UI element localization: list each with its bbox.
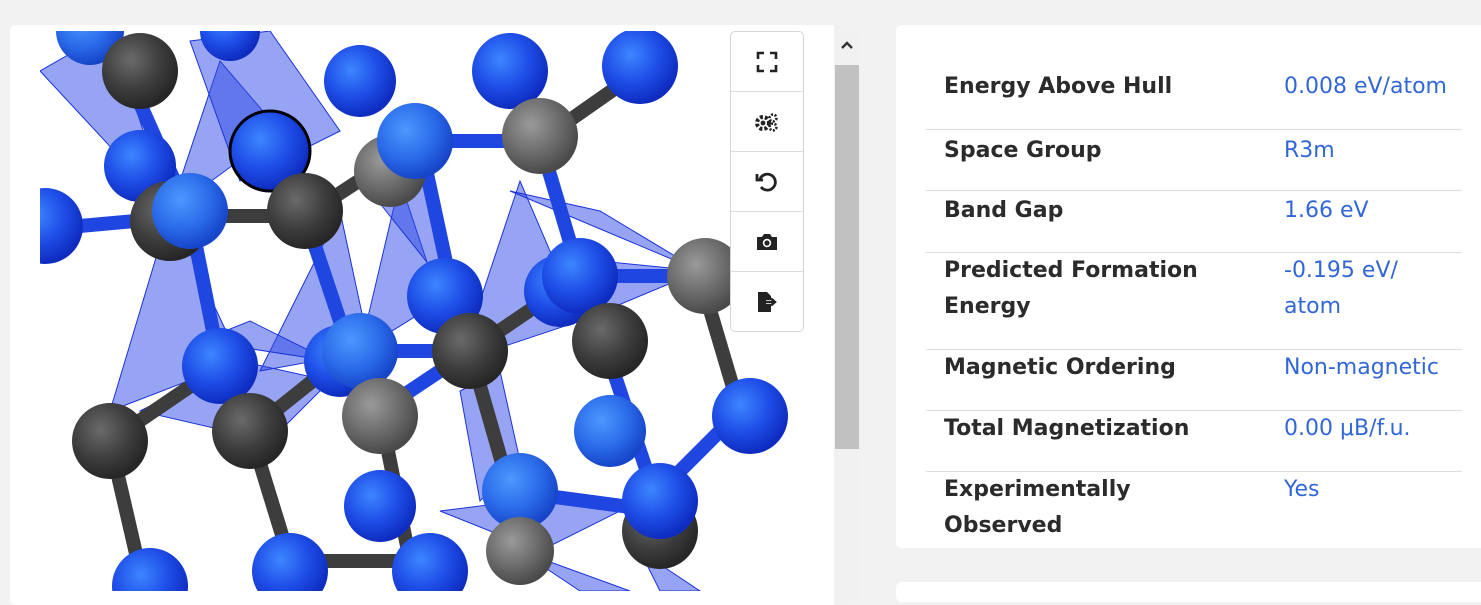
property-label: Total Magnetization [944, 416, 1190, 441]
property-row: Space Group R3m [926, 129, 1462, 191]
screenshot-button[interactable] [731, 212, 803, 272]
structure-viewer-card [10, 25, 860, 605]
properties-card: Energy Above Hull 0.008 eV/atom Space Gr… [896, 25, 1481, 548]
fullscreen-icon [756, 51, 778, 72]
property-row: Band Gap 1.66 eV [926, 191, 1462, 253]
property-label: Experimentally Observed [944, 477, 1131, 538]
property-label: Space Group [944, 138, 1102, 163]
property-value: 1.66 eV [1284, 198, 1369, 223]
property-value: R3m [1284, 138, 1335, 163]
property-value: 0.00 μB/f.u. [1284, 416, 1411, 441]
property-row: Energy Above Hull 0.008 eV/atom [926, 69, 1462, 130]
scroll-thumb[interactable] [835, 65, 859, 449]
chevron-up-icon [841, 41, 853, 49]
crystal-structure-canvas[interactable] [40, 31, 834, 591]
property-label: Magnetic Ordering [944, 355, 1176, 380]
property-value: Non-magnetic [1284, 355, 1439, 380]
property-label: Predicted Formation Energy [944, 258, 1198, 319]
property-value: -0.195 eV/ atom [1284, 258, 1398, 319]
property-value: Yes [1284, 477, 1320, 502]
property-row: Predicted Formation Energy -0.195 eV/ at… [926, 253, 1462, 350]
camera-icon [757, 233, 777, 250]
export-icon [758, 291, 777, 312]
reset-view-icon [755, 172, 777, 192]
viewer-toolbar [730, 31, 804, 332]
scroll-up-button[interactable] [834, 25, 860, 65]
crystal-structure-render[interactable] [40, 31, 834, 591]
property-row: Total Magnetization 0.00 μB/f.u. [926, 411, 1462, 472]
settings-icon [755, 112, 778, 132]
viewer-scrollbar[interactable] [834, 25, 860, 605]
property-row: Experimentally Observed Yes [926, 472, 1462, 538]
property-label: Energy Above Hull [944, 74, 1173, 99]
settings-button[interactable] [731, 92, 803, 152]
next-card [896, 582, 1481, 602]
property-row: Magnetic Ordering Non-magnetic [926, 350, 1462, 411]
fullscreen-button[interactable] [731, 32, 803, 92]
reset-view-button[interactable] [731, 152, 803, 212]
export-button[interactable] [731, 272, 803, 331]
property-value: 0.008 eV/atom [1284, 74, 1447, 99]
property-label: Band Gap [944, 198, 1064, 223]
